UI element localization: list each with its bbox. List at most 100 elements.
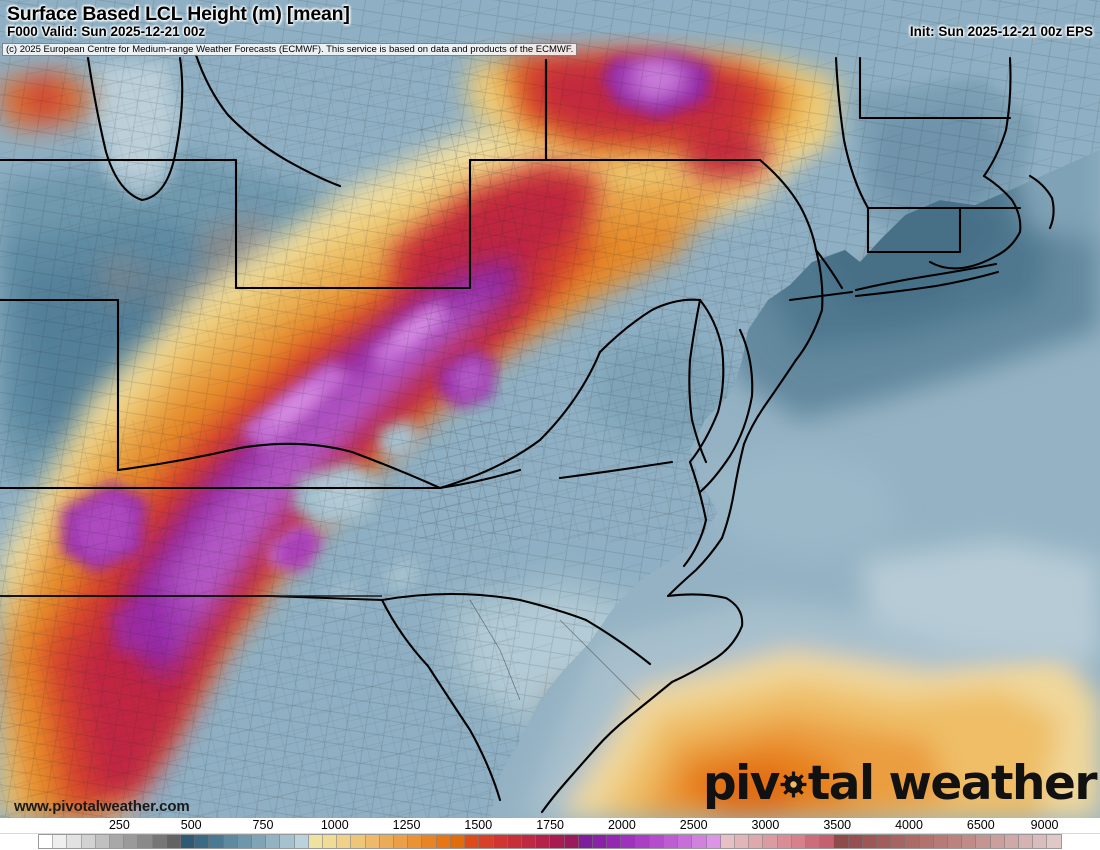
colorbar-swatch[interactable] xyxy=(237,835,253,848)
site-url-watermark: www.pivotalweather.com xyxy=(14,798,190,815)
logo-text-part1: piv xyxy=(702,756,780,811)
colorbar-swatch[interactable] xyxy=(152,835,167,848)
colorbar-tick-3000: 3000 xyxy=(751,818,780,832)
colorbar-tick-1500: 1500 xyxy=(464,818,493,832)
colorbar-swatch[interactable] xyxy=(493,835,508,848)
colorbar-swatch[interactable] xyxy=(805,835,821,848)
colorbar-swatch[interactable] xyxy=(422,835,437,848)
colorbar-tick-labels: 250 500 750 1000 1250 1500 1750 2000 2500 3000 350… xyxy=(0,818,1100,834)
colorbar-swatch[interactable] xyxy=(138,835,153,848)
copyright-notice: (c) 2025 European Centre for Medium-rang… xyxy=(2,43,578,56)
valid-time-label: F000 Valid: Sun 2025-12-21 00z xyxy=(7,24,206,39)
colorbar-swatch[interactable] xyxy=(95,835,111,848)
colorbar-swatch[interactable] xyxy=(67,835,82,848)
colorbar-swatch[interactable] xyxy=(734,835,750,848)
colorbar-swatch[interactable] xyxy=(323,835,338,848)
colorbar-tick-2000: 2000 xyxy=(607,818,636,832)
colorbar-swatch[interactable] xyxy=(678,835,693,848)
colorbar-swatch[interactable] xyxy=(749,835,764,848)
colorbar-swatch[interactable] xyxy=(649,835,664,848)
colorbar-swatch[interactable] xyxy=(607,835,622,848)
colorbar-swatch[interactable] xyxy=(294,835,309,848)
logo-text-part2: tal weather xyxy=(807,756,1098,811)
colorbar-swatch[interactable] xyxy=(209,835,224,848)
colorbar-swatch[interactable] xyxy=(763,835,778,848)
colorbar-swatch[interactable] xyxy=(39,835,54,848)
colorbar-swatch[interactable] xyxy=(436,835,451,848)
colorbar-swatch[interactable] xyxy=(1019,835,1034,848)
colorbar-tick-9000: 9000 xyxy=(1030,818,1059,832)
colorbar-swatch[interactable] xyxy=(308,835,324,848)
colorbar-swatch[interactable] xyxy=(266,835,281,848)
colorbar-swatch[interactable] xyxy=(408,835,423,848)
colorbar-swatch[interactable] xyxy=(450,835,466,848)
colorbar-swatch[interactable] xyxy=(81,835,96,848)
gear-o-icon xyxy=(780,771,807,798)
colorbar-tick-1250: 1250 xyxy=(392,818,421,832)
colorbar-tick-1750: 1750 xyxy=(536,818,564,832)
colorbar-tick-3500: 3500 xyxy=(823,818,852,832)
colorbar[interactable]: 250 500 750 1000 1250 1500 1750 2000 2500 3000 350… xyxy=(0,818,1100,850)
colorbar-swatch[interactable] xyxy=(110,835,125,848)
colorbar-swatch[interactable] xyxy=(777,835,792,848)
page-title: Surface Based LCL Height (m) [mean] xyxy=(7,3,350,25)
pivotal-weather-logo: piv xyxy=(702,756,1098,811)
map-canvas[interactable]: Surface Based LCL Height (m) [mean] F000… xyxy=(0,0,1100,818)
colorbar-swatch[interactable] xyxy=(166,835,182,848)
colorbar-swatch[interactable] xyxy=(919,835,934,848)
colorbar-swatch[interactable] xyxy=(848,835,863,848)
colorbar-swatch[interactable] xyxy=(948,835,963,848)
colorbar-swatch[interactable] xyxy=(834,835,849,848)
colorbar-swatch[interactable] xyxy=(1047,835,1061,848)
colorbar-swatch[interactable] xyxy=(124,835,139,848)
colorbar-swatch[interactable] xyxy=(976,835,991,848)
colorbar-swatch[interactable] xyxy=(862,835,877,848)
map-field-svg xyxy=(0,0,1100,818)
colorbar-swatch[interactable] xyxy=(820,835,835,848)
colorbar-swatch[interactable] xyxy=(706,835,721,848)
colorbar-swatch[interactable] xyxy=(635,835,650,848)
colorbar-swatch[interactable] xyxy=(465,835,480,848)
colorbar-swatch[interactable] xyxy=(550,835,565,848)
init-time-label: Init: Sun 2025-12-21 00z EPS xyxy=(909,24,1093,39)
colorbar-swatch[interactable] xyxy=(536,835,551,848)
colorbar-tick-4000: 4000 xyxy=(895,818,923,832)
colorbar-swatch[interactable] xyxy=(394,835,409,848)
colorbar-swatch[interactable] xyxy=(351,835,366,848)
colorbar-swatch[interactable] xyxy=(1033,835,1048,848)
colorbar-swatch[interactable] xyxy=(223,835,238,848)
colorbar-swatch[interactable] xyxy=(252,835,267,848)
colorbar-tick-750: 750 xyxy=(252,818,274,832)
colorbar-swatch[interactable] xyxy=(181,835,196,848)
colorbar-swatch[interactable] xyxy=(962,835,977,848)
colorbar-swatch[interactable] xyxy=(791,835,806,848)
colorbar-divider xyxy=(0,833,1100,834)
colorbar-swatch[interactable] xyxy=(1004,835,1020,848)
colorbar-swatch[interactable] xyxy=(521,835,537,848)
colorbar-swatch[interactable] xyxy=(578,835,593,848)
colorbar-swatch[interactable] xyxy=(592,835,608,848)
colorbar-tick-500: 500 xyxy=(180,818,202,832)
colorbar-swatch[interactable] xyxy=(990,835,1005,848)
colorbar-swatch[interactable] xyxy=(876,835,892,848)
colorbar-tick-2500: 2500 xyxy=(679,818,708,832)
colorbar-swatch[interactable] xyxy=(280,835,295,848)
colorbar-swatch[interactable] xyxy=(720,835,735,848)
colorbar-swatch[interactable] xyxy=(53,835,68,848)
colorbar-swatch[interactable] xyxy=(379,835,395,848)
colorbar-swatch[interactable] xyxy=(621,835,636,848)
colorbar-swatch[interactable] xyxy=(479,835,494,848)
colorbar-swatch[interactable] xyxy=(337,835,352,848)
colorbar-swatch[interactable] xyxy=(663,835,679,848)
colorbar-swatch[interactable] xyxy=(365,835,380,848)
colorbar-swatch[interactable] xyxy=(692,835,707,848)
colorbar-swatch[interactable] xyxy=(507,835,522,848)
colorbar-swatch[interactable] xyxy=(891,835,906,848)
colorbar-swatch[interactable] xyxy=(905,835,920,848)
colorbar-swatch[interactable] xyxy=(564,835,579,848)
colorbar-swatch[interactable] xyxy=(933,835,948,848)
colorbar-swatches[interactable] xyxy=(38,834,1062,849)
colorbar-tick-250: 250 xyxy=(108,818,130,832)
colorbar-swatch[interactable] xyxy=(195,835,210,848)
